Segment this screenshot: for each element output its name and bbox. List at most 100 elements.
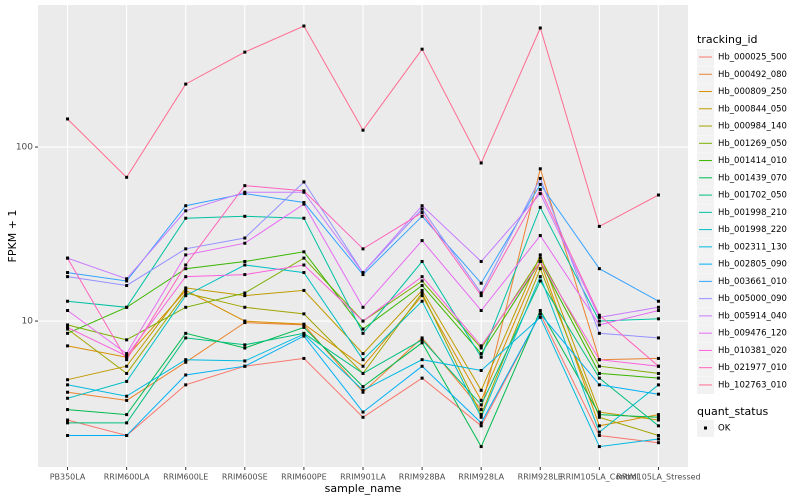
point — [66, 433, 70, 437]
point — [243, 305, 247, 309]
point — [420, 294, 424, 298]
point — [597, 383, 601, 387]
point — [597, 364, 601, 368]
point — [538, 192, 542, 196]
legend-label: Hb_001414_010 — [718, 156, 787, 166]
point — [597, 315, 601, 319]
point — [361, 352, 365, 356]
point — [361, 327, 365, 331]
point — [184, 267, 188, 271]
point — [597, 323, 601, 327]
x-tick-label: RRIM600LA — [104, 473, 150, 482]
point — [479, 355, 483, 359]
point — [302, 24, 306, 28]
point — [243, 359, 247, 363]
x-tick-label: RRIM600LE — [163, 473, 208, 482]
point — [243, 294, 247, 298]
point — [184, 204, 188, 208]
point — [302, 334, 306, 338]
point — [302, 201, 306, 205]
point — [538, 182, 542, 186]
x-tick-label: RRIM600PE — [281, 473, 327, 482]
legend-key — [697, 118, 714, 136]
point — [125, 358, 129, 362]
point — [184, 294, 188, 298]
point — [538, 167, 542, 171]
point — [184, 286, 188, 290]
point — [597, 413, 601, 417]
legend-label: Hb_000809_250 — [718, 87, 787, 97]
point — [361, 385, 365, 389]
point — [479, 415, 483, 419]
point — [479, 291, 483, 295]
point — [243, 184, 247, 188]
point — [184, 263, 188, 267]
point — [243, 346, 247, 350]
point — [420, 358, 424, 362]
point — [479, 294, 483, 298]
point — [361, 415, 365, 419]
point — [479, 344, 483, 348]
legend-label: Hb_003661_010 — [718, 277, 787, 287]
point — [184, 275, 188, 279]
x-tick-label: PB350LA — [50, 473, 86, 482]
point — [184, 288, 188, 292]
point — [597, 358, 601, 362]
point — [125, 338, 129, 342]
point — [66, 308, 70, 312]
legend-label: OK — [718, 424, 731, 434]
point — [538, 256, 542, 260]
point — [420, 338, 424, 342]
legend-label: Hb_000492_080 — [718, 70, 787, 80]
point — [302, 325, 306, 329]
legend-label: Hb_021977_010 — [718, 363, 787, 373]
point — [66, 117, 70, 121]
legend-label: Hb_000844_050 — [718, 104, 787, 114]
point — [125, 352, 129, 356]
y-axis-label: FPKM + 1 — [6, 210, 19, 263]
point — [597, 313, 601, 317]
point — [420, 204, 424, 208]
point — [302, 202, 306, 206]
legend-label: Hb_002805_090 — [718, 260, 787, 270]
point — [597, 410, 601, 414]
point — [420, 291, 424, 295]
point — [125, 175, 129, 179]
x-tick-label: RRIM105LA_Control — [560, 473, 639, 482]
point — [656, 424, 660, 428]
point — [597, 415, 601, 419]
legend-point — [704, 426, 707, 430]
point — [656, 413, 660, 417]
point — [420, 239, 424, 243]
point — [361, 271, 365, 275]
x-tick-label: RRIM105LA_Stressed — [616, 473, 700, 482]
point — [302, 332, 306, 336]
point — [420, 288, 424, 292]
point — [243, 319, 247, 323]
point — [361, 388, 365, 392]
point — [538, 275, 542, 279]
point — [184, 216, 188, 220]
point — [125, 379, 129, 383]
point — [125, 364, 129, 368]
point — [302, 180, 306, 184]
legend-label: Hb_001439_070 — [718, 173, 787, 183]
x-tick-label: RRIM928LA — [458, 473, 504, 482]
point — [66, 325, 70, 329]
point — [420, 207, 424, 211]
point — [66, 378, 70, 382]
point — [302, 216, 306, 220]
point — [597, 331, 601, 335]
point — [597, 445, 601, 449]
point — [66, 275, 70, 279]
point — [656, 376, 660, 380]
point — [656, 364, 660, 368]
legend-label: Hb_005000_090 — [718, 294, 787, 304]
point — [361, 358, 365, 362]
point — [420, 47, 424, 51]
point — [538, 259, 542, 263]
point — [420, 279, 424, 283]
point — [184, 336, 188, 340]
point — [66, 396, 70, 400]
